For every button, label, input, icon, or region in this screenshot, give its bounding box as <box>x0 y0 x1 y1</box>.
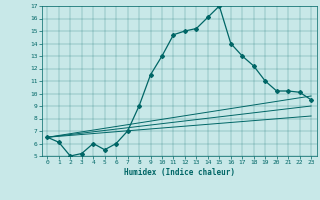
X-axis label: Humidex (Indice chaleur): Humidex (Indice chaleur) <box>124 168 235 177</box>
